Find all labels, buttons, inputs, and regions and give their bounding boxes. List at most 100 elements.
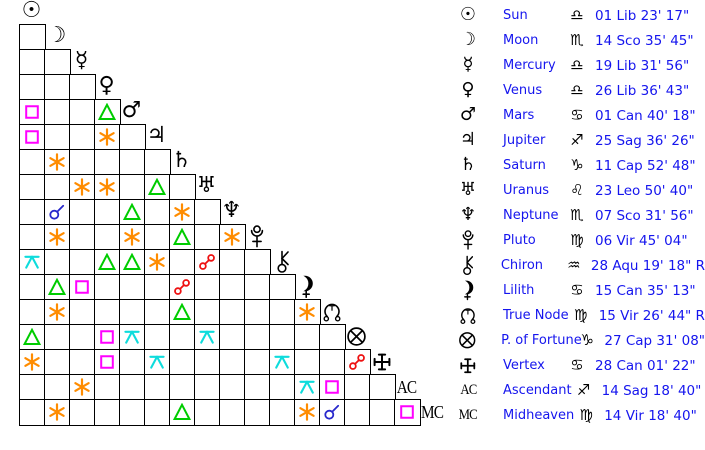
- aspect-cell-lilith-neptune: [219, 274, 246, 301]
- midheaven-symbol-cell: MC: [455, 408, 481, 423]
- aspect-cell-chiron-jupiter: [144, 249, 171, 276]
- moon-symbol-cell: ☽: [455, 28, 481, 50]
- aspect-cell-neptune-mercury: [69, 199, 96, 226]
- trine-aspect-icon: [48, 278, 67, 296]
- aspect-cell-vertex-saturn: [169, 349, 196, 376]
- grid-diagonal-lilith: [294, 274, 319, 299]
- trine-aspect-icon: [98, 253, 117, 271]
- planet-name: Chiron: [500, 258, 544, 273]
- aspect-cell-midheaven-pluto: [244, 399, 271, 426]
- aspect-cell-vertex-chiron: [269, 349, 296, 376]
- aspect-cell-chiron-pluto: [244, 249, 271, 276]
- uranus-icon: ♅: [459, 178, 477, 200]
- fortune-icon: [458, 332, 476, 349]
- planet-positions-table: ☉ Sun ♎ 01 Lib 23' 17" ☽ Moon ♏ 14 Sco 35' 45" ☿…: [455, 3, 705, 428]
- lilith-symbol-cell: [455, 280, 481, 301]
- planet-position: 28 Aqu 19' 18" R: [590, 257, 705, 274]
- sextile-aspect-icon: [49, 153, 65, 171]
- pluto-icon: [250, 225, 263, 248]
- chiron-icon: [462, 256, 473, 276]
- aspect-cell-fortune-pluto: [244, 324, 271, 351]
- aspect-cell-mars-sun: [19, 99, 46, 126]
- table-row-pluto: Pluto ♍ 06 Vir 45' 04": [455, 228, 705, 253]
- sextile-aspect-icon: [224, 228, 240, 246]
- sextile-aspect-icon: [99, 178, 115, 196]
- sextile-aspect-icon: [299, 303, 315, 321]
- planet-position: 15 Can 35' 13": [595, 282, 696, 299]
- aspect-cell-fortune-true-node: [319, 324, 346, 351]
- aspect-cell-ascendant-jupiter: [144, 374, 171, 401]
- table-row-lilith: Lilith ♋ 15 Can 35' 13": [455, 278, 705, 303]
- table-row-ascendant: AC Ascendant ♐ 14 Sag 18' 40": [455, 378, 705, 403]
- aspect-cell-true-node-mercury: [69, 299, 96, 326]
- planet-name: Neptune: [503, 208, 559, 223]
- true-node-icon: [323, 303, 341, 322]
- aspect-cell-neptune-venus: [94, 199, 121, 226]
- aspect-cell-neptune-jupiter: [144, 199, 171, 226]
- aspect-cell-true-node-chiron: [269, 299, 296, 326]
- table-row-true-node: True Node ♍ 15 Vir 26' 44" R: [455, 303, 705, 328]
- aspect-cell-ascendant-saturn: [169, 374, 196, 401]
- saturn-symbol-cell: ♄: [455, 155, 481, 175]
- square-aspect-icon: [100, 355, 115, 370]
- grid-diagonal-fortune: [344, 324, 369, 349]
- sagittarius-icon: ♐: [576, 381, 591, 399]
- aspect-cell-ascendant-mars: [119, 374, 146, 401]
- midheaven-icon: MC: [420, 401, 443, 422]
- aspect-cell-uranus-jupiter: [144, 174, 171, 201]
- sextile-aspect-icon: [49, 303, 65, 321]
- aspect-cell-ascendant-pluto: [244, 374, 271, 401]
- aspect-cell-lilith-saturn: [169, 274, 196, 301]
- aspect-cell-pluto-saturn: [169, 224, 196, 251]
- aspect-cell-jupiter-venus: [94, 124, 121, 151]
- aspect-cell-lilith-mercury: [69, 274, 96, 301]
- sextile-aspect-icon: [124, 228, 140, 246]
- planet-name: Ascendant: [503, 383, 572, 398]
- planet-position: 15 Vir 26' 44" R: [598, 307, 705, 324]
- planet-name: Mars: [503, 108, 535, 123]
- aspect-cell-true-node-moon: [44, 299, 71, 326]
- aspect-cell-chiron-uranus: [194, 249, 221, 276]
- planet-name: Jupiter: [503, 133, 546, 148]
- aspect-cell-saturn-venus: [94, 149, 121, 176]
- aspect-cell-ascendant-chiron: [269, 374, 296, 401]
- aspect-cell-mars-mercury: [69, 99, 96, 126]
- aspect-cell-midheaven-chiron: [269, 399, 296, 426]
- uranus-icon: ♅: [196, 172, 217, 198]
- planet-position: 23 Leo 50' 40": [595, 182, 694, 199]
- aspect-cell-midheaven-uranus: [194, 399, 221, 426]
- trine-aspect-icon: [98, 103, 117, 121]
- aspect-cell-fortune-mars: [119, 324, 146, 351]
- aspect-cell-true-node-sun: [19, 299, 46, 326]
- sextile-aspect-icon: [99, 128, 115, 146]
- aspect-cell-true-node-uranus: [194, 299, 221, 326]
- aspect-cell-ascendant-sun: [19, 374, 46, 401]
- grid-diagonal-saturn: ♄: [169, 149, 194, 174]
- moon-icon: ☽: [459, 28, 477, 50]
- aspect-cell-ascendant-true-node: [319, 374, 346, 401]
- grid-diagonal-chiron: [269, 249, 294, 274]
- grid-diagonal-sun: ☉: [19, 0, 44, 24]
- aspect-cell-vertex-mercury: [69, 349, 96, 376]
- aspect-cell-venus-sun: [19, 74, 46, 101]
- uranus-symbol-cell: ♅: [455, 178, 481, 200]
- quincunx-aspect-icon: [274, 355, 290, 369]
- aspect-cell-midheaven-mars: [119, 399, 146, 426]
- table-row-uranus: ♅ Uranus ♌ 23 Leo 50' 40": [455, 178, 705, 203]
- aspect-cell-vertex-pluto: [244, 349, 271, 376]
- aspect-cell-midheaven-jupiter: [144, 399, 171, 426]
- saturn-icon: ♄: [171, 147, 192, 173]
- cancer-icon: ♋: [570, 281, 584, 299]
- sextile-aspect-icon: [49, 228, 65, 246]
- aspect-cell-true-node-lilith: [294, 299, 321, 326]
- aspect-cell-vertex-neptune: [219, 349, 246, 376]
- planet-position: 06 Vir 45' 04": [595, 232, 688, 249]
- opposition-aspect-icon: [349, 354, 366, 371]
- planet-name: Vertex: [503, 358, 545, 373]
- mars-symbol-cell: ♂: [455, 105, 481, 125]
- trine-aspect-icon: [173, 228, 192, 246]
- aspect-cell-neptune-sun: [19, 199, 46, 226]
- aspect-cell-saturn-jupiter: [144, 149, 171, 176]
- table-row-jupiter: ♃ Jupiter ♐ 25 Sag 36' 26": [455, 128, 705, 153]
